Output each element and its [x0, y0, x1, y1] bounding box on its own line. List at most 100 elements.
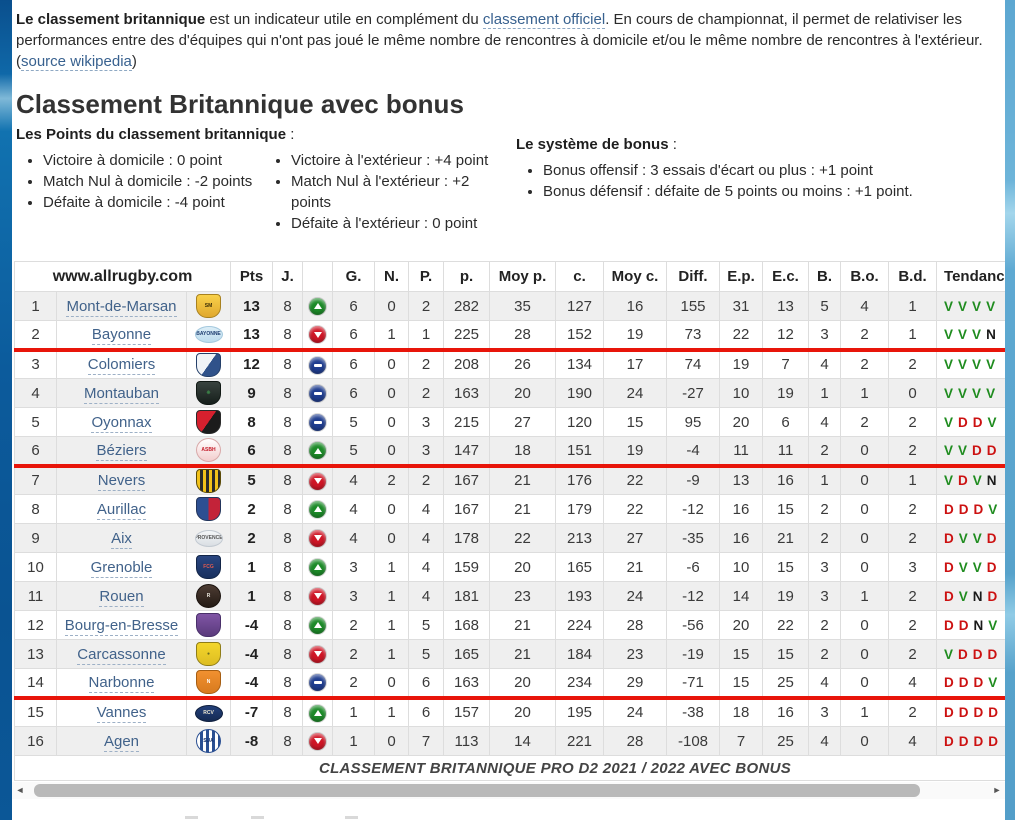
avg-for-cell: 20 — [489, 552, 557, 582]
team-link[interactable]: Grenoble — [90, 558, 153, 578]
diff-cell: -71 — [666, 668, 721, 700]
rank-up-icon — [309, 616, 327, 634]
team-cell: Aix — [56, 523, 187, 553]
bonus-rules-title: Le système de bonus : — [516, 135, 946, 155]
points-for-cell: 163 — [443, 378, 491, 408]
column-header: Tendance — [936, 261, 1005, 292]
trend-letter: V — [986, 298, 996, 314]
team-link[interactable]: Oyonnax — [91, 413, 152, 433]
team-link[interactable]: Carcassonne — [77, 645, 166, 665]
avg-against-cell: 28 — [603, 610, 668, 640]
trend-letter: V — [986, 357, 996, 373]
rank-cell: 5 — [14, 407, 57, 437]
tries-against-cell: 15 — [762, 552, 810, 582]
trend-letter: D — [973, 674, 984, 690]
diff-cell: -12 — [666, 581, 721, 611]
page-right-border — [1005, 0, 1015, 820]
bonus-def-cell: 2 — [888, 494, 938, 524]
trend-letter: N — [972, 588, 983, 604]
wins-cell: 2 — [332, 639, 376, 669]
points-against-cell: 165 — [555, 552, 605, 582]
bonus-off-cell: 0 — [840, 523, 890, 553]
tries-against-cell: 6 — [762, 407, 810, 437]
team-cell: Nevers — [56, 465, 187, 495]
rank-up-icon — [309, 558, 327, 576]
wikipedia-source-link[interactable]: source wikipedia — [21, 53, 132, 71]
team-link[interactable]: Bourg-en-Bresse — [64, 616, 179, 636]
diff-cell: 155 — [666, 291, 721, 321]
team-link[interactable]: Béziers — [96, 441, 147, 461]
losses-cell: 4 — [408, 494, 445, 524]
rank-cell: 9 — [14, 523, 57, 553]
team-link[interactable]: Mont-de-Marsan — [66, 297, 177, 317]
list-item: Victoire à domicile : 0 point — [43, 150, 264, 171]
team-cell: Carcassonne — [56, 639, 187, 669]
table-row: 7 Nevers 5 8 4 2 2 167 21 176 22 -9 13 16 1 0 1 V D V N — [14, 465, 1005, 495]
column-header: N. — [374, 261, 410, 292]
bonus-off-cell: 0 — [840, 494, 890, 524]
club-logo-icon: BAYONNE — [194, 326, 223, 344]
club-logo-icon — [196, 468, 221, 493]
points-against-cell: 195 — [555, 697, 605, 727]
avg-against-cell: 21 — [603, 552, 668, 582]
scrollbar-right-arrow-icon[interactable]: ► — [992, 785, 1002, 795]
diff-cell: 73 — [666, 320, 721, 352]
rank-same-icon — [309, 413, 327, 431]
logo-cell: R — [185, 581, 232, 611]
column-header: P. — [408, 261, 445, 292]
games-played-cell: 8 — [272, 378, 304, 408]
tries-for-cell: 16 — [719, 523, 764, 553]
games-played-cell: 8 — [272, 668, 304, 700]
team-link[interactable]: Vannes — [96, 704, 147, 724]
bonus-cell: 2 — [808, 523, 842, 553]
team-link[interactable]: Aurillac — [96, 500, 147, 520]
losses-cell: 1 — [408, 320, 445, 352]
logo-cell — [185, 349, 232, 379]
tries-for-cell: 14 — [719, 581, 764, 611]
losses-cell: 6 — [408, 668, 445, 700]
bonus-cell: 3 — [808, 581, 842, 611]
scrollbar-thumb[interactable] — [34, 784, 920, 797]
points-against-cell: 184 — [555, 639, 605, 669]
column-header: p. — [443, 261, 491, 292]
bonus-off-cell: 2 — [840, 407, 890, 437]
team-link[interactable]: Colomiers — [87, 356, 156, 376]
movement-cell — [302, 726, 334, 756]
team-link[interactable]: Nevers — [97, 472, 146, 492]
team-link[interactable]: Bayonne — [91, 325, 152, 345]
club-logo-icon — [196, 410, 221, 434]
scrollbar-left-arrow-icon[interactable]: ◄ — [15, 785, 25, 795]
trend-letter: D — [944, 617, 954, 633]
list-item: Victoire à l'extérieur : +4 point — [291, 150, 492, 171]
games-played-cell: 8 — [272, 349, 304, 379]
rank-cell: 3 — [14, 349, 57, 379]
standings-table-viewport: www.allrugby.com Pts J. G. N. P. p. Moy p. c. Moy… — [14, 261, 1005, 781]
team-link[interactable]: Aix — [111, 529, 132, 549]
tries-for-cell: 15 — [719, 668, 764, 700]
official-ranking-link[interactable]: classement officiel — [482, 11, 606, 29]
avg-for-cell: 35 — [489, 291, 557, 321]
avg-for-cell: 28 — [489, 320, 557, 352]
bonus-rules-title-bold: Le système de bonus — [516, 136, 669, 153]
avg-against-cell: 24 — [603, 697, 668, 727]
trend-letter: V — [958, 530, 968, 546]
club-logo-icon: SM — [196, 294, 221, 318]
team-cell: Bourg-en-Bresse — [56, 610, 187, 640]
tries-for-cell: 10 — [719, 378, 764, 408]
trend-letter: V — [972, 326, 982, 342]
points-against-cell: 127 — [555, 291, 605, 321]
team-link[interactable]: Agen — [103, 732, 140, 752]
movement-cell — [302, 407, 334, 437]
trend-letter: V — [944, 442, 954, 458]
team-link[interactable]: Narbonne — [88, 673, 155, 693]
wins-cell: 2 — [332, 668, 376, 700]
intro-lead: Le classement britannique — [16, 11, 206, 28]
team-link[interactable]: Rouen — [99, 587, 144, 607]
avg-for-cell: 27 — [489, 407, 557, 437]
avg-against-cell: 19 — [603, 320, 668, 352]
rank-same-icon — [309, 384, 327, 402]
team-link[interactable]: Montauban — [83, 384, 160, 404]
horizontal-scrollbar[interactable]: ◄ ► — [12, 782, 1005, 799]
